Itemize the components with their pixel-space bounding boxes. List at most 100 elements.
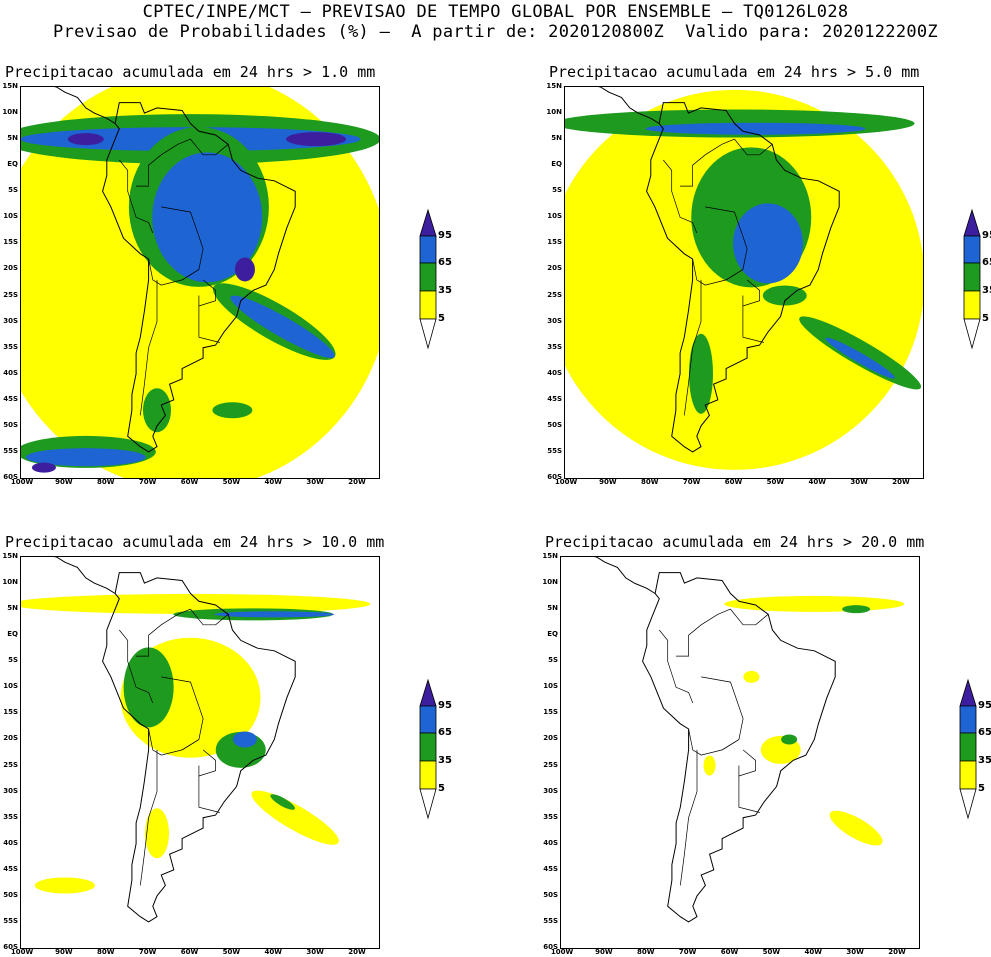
panel-title-10mm: Precipitacao acumulada em 24 hrs > 10.0 … [5, 533, 385, 551]
map-svg [21, 87, 379, 478]
colorbar-label: 65 [982, 257, 991, 268]
lat-tick-label: 5N [547, 604, 558, 613]
probability-area [230, 295, 335, 359]
country-border [679, 749, 698, 886]
country-border [738, 749, 756, 777]
country-border [663, 159, 698, 234]
header-title-line2: Previsao de Probabilidades (%) — A parti… [53, 22, 938, 42]
coastline-central-america [54, 87, 116, 124]
lat-tick-label: 25S [547, 290, 562, 299]
map-area [20, 86, 380, 479]
colorbar-segment-5 [419, 760, 437, 790]
colorbar-segment-95 [419, 678, 437, 707]
lon-tick-label: 70W [138, 948, 157, 956]
colorbar-label: 5 [438, 313, 445, 324]
lat-tick-label: 40S [547, 368, 562, 377]
lat-tick-label: 10S [3, 212, 18, 221]
lon-tick-label: 60W [180, 478, 199, 486]
lon-tick-label: 40W [808, 478, 826, 486]
colorbar-segment-95 [419, 208, 437, 237]
lat-tick-label: 15S [547, 238, 562, 247]
probability-area [743, 670, 760, 683]
colorbar-segment-65 [963, 235, 981, 264]
lat-tick-label: 60S [3, 943, 18, 951]
lat-tick-label: 25S [543, 760, 558, 769]
probability-area [829, 810, 883, 846]
lat-tick-label: 50S [547, 420, 562, 429]
lat-tick-label: 55S [3, 916, 18, 925]
lat-tick-label: 30S [3, 786, 18, 795]
lat-tick-label: 15S [3, 708, 18, 717]
lon-tick-label: 20W [348, 948, 366, 956]
colorbar-label: 95 [978, 700, 991, 711]
colorbar-segment-95 [959, 678, 977, 707]
country-border [198, 279, 216, 307]
colorbar-segment-65 [419, 235, 437, 264]
probability-area [842, 605, 871, 614]
probability-area [825, 337, 895, 379]
lon-tick-label: 80W [641, 478, 659, 486]
colorbar-segment-35 [419, 262, 437, 292]
lat-tick-label: 55S [543, 916, 558, 925]
coastline [102, 102, 296, 453]
colorbar-segment-5 [963, 290, 981, 320]
lat-tick-label: EQ [7, 630, 18, 639]
lat-tick-label: 60S [543, 943, 558, 951]
colorbar-segment-35 [963, 262, 981, 292]
lat-tick-label: 50S [3, 890, 18, 899]
lat-tick-label: 10N [546, 108, 562, 117]
colorbar-label: 35 [982, 285, 991, 296]
lat-tick-label: 15S [543, 708, 558, 717]
country-border [139, 279, 158, 416]
lon-tick-label: 80W [97, 478, 115, 486]
lat-tick-label: 40S [3, 368, 18, 377]
colorbar-segment-65 [959, 705, 977, 734]
colorbar-legend [963, 208, 981, 350]
country-border [190, 138, 229, 156]
probability-area [270, 794, 295, 810]
country-border [198, 306, 220, 343]
lat-tick-label: 35S [547, 342, 562, 351]
header-title-line1: CPTEC/INPE/MCT — PREVISAO DE TEMPO GLOBA… [142, 2, 849, 22]
lon-tick-label: 90W [595, 948, 613, 956]
coastline-central-america [594, 557, 656, 594]
lon-tick-label: 30W [850, 478, 868, 486]
lat-tick-label: 35S [543, 812, 558, 821]
lat-tick-label: 10S [547, 212, 562, 221]
probability-area [645, 122, 866, 135]
lon-tick-label: 50W [762, 948, 781, 956]
colorbar-segment-35 [959, 732, 977, 762]
lat-tick-label: 20S [3, 734, 18, 743]
lon-tick-label: 90W [599, 478, 617, 486]
colorbar-label: 5 [978, 783, 985, 794]
lat-tick-label: 15N [2, 552, 18, 560]
country-border [190, 608, 229, 626]
lon-tick-label: 20W [888, 948, 906, 956]
country-border [734, 138, 773, 156]
lon-tick-label: 100W [10, 478, 34, 486]
probability-area [286, 132, 347, 147]
coastline-central-america [598, 87, 660, 124]
probability-area [145, 808, 169, 859]
map-svg [565, 87, 923, 470]
probability-area [703, 755, 716, 776]
lat-tick-label: 10N [2, 578, 18, 587]
colorbar-segment-5 [959, 760, 977, 790]
lat-tick-label: 45S [3, 394, 18, 403]
colorbar-label: 95 [982, 230, 991, 241]
probability-area [123, 647, 174, 728]
coastline [102, 572, 296, 923]
colorbar-legend [419, 678, 437, 820]
lat-tick-label: EQ [7, 160, 18, 169]
lat-tick-label: 30S [3, 316, 18, 325]
map-svg [21, 557, 371, 923]
country-border [680, 138, 735, 187]
lat-tick-label: 25S [3, 760, 18, 769]
colorbar-segment-below [419, 788, 437, 820]
lat-tick-label: 20S [543, 734, 558, 743]
lat-tick-label: 5N [551, 134, 562, 143]
probability-area [143, 388, 171, 433]
colorbar-label: 35 [978, 755, 991, 766]
lon-tick-label: 100W [550, 948, 574, 956]
country-border [139, 749, 158, 886]
